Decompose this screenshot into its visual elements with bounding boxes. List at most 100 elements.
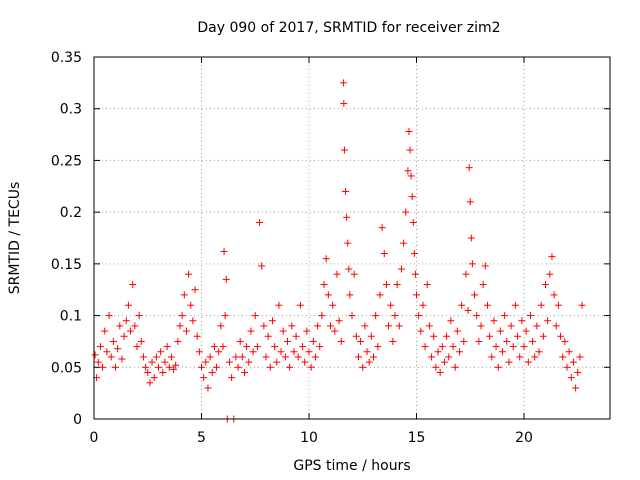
data-point xyxy=(124,301,132,309)
data-point xyxy=(559,353,567,361)
x-tick-label: 15 xyxy=(408,430,426,446)
data-point xyxy=(415,312,423,320)
data-point xyxy=(397,265,405,273)
data-point xyxy=(565,348,573,356)
data-point xyxy=(193,332,201,340)
data-point xyxy=(501,312,509,320)
data-point xyxy=(374,343,382,351)
y-tick-label: 0 xyxy=(73,412,82,428)
data-point xyxy=(505,358,513,366)
data-point xyxy=(251,312,259,320)
data-point xyxy=(127,327,135,335)
data-point xyxy=(232,353,240,361)
data-point xyxy=(346,291,354,299)
data-point xyxy=(273,358,281,366)
data-point xyxy=(544,317,552,325)
data-point xyxy=(122,317,130,325)
data-point xyxy=(234,363,242,371)
data-point xyxy=(486,332,494,340)
data-point xyxy=(107,353,115,361)
data-point xyxy=(157,348,165,356)
data-point xyxy=(488,353,496,361)
data-point xyxy=(378,224,386,232)
data-point xyxy=(421,343,429,351)
data-point xyxy=(395,322,403,330)
data-point xyxy=(464,306,472,314)
data-point xyxy=(182,327,190,335)
data-point xyxy=(91,351,99,359)
data-point xyxy=(546,270,554,278)
data-point xyxy=(511,301,519,309)
data-point xyxy=(256,218,264,226)
data-point xyxy=(195,348,203,356)
data-point xyxy=(185,270,193,278)
data-point xyxy=(400,239,408,247)
x-tick-label: 20 xyxy=(515,430,533,446)
x-tick-label: 0 xyxy=(90,430,99,446)
data-point xyxy=(109,337,117,345)
data-point xyxy=(465,164,473,172)
x-tick-label: 10 xyxy=(300,430,318,446)
data-point xyxy=(118,355,126,363)
data-point xyxy=(301,358,309,366)
data-point xyxy=(155,363,162,371)
data-point xyxy=(359,363,367,371)
data-point xyxy=(419,301,427,309)
data-point xyxy=(178,312,186,320)
data-points xyxy=(91,79,586,423)
data-point xyxy=(222,275,230,283)
data-point xyxy=(563,363,571,371)
data-point xyxy=(320,281,328,289)
chart-title: Day 090 of 2017, SRMTID for receiver zim… xyxy=(197,20,500,36)
data-point xyxy=(576,353,584,361)
data-point xyxy=(526,312,534,320)
data-point xyxy=(387,301,395,309)
data-point xyxy=(135,312,143,320)
data-point xyxy=(324,291,332,299)
data-point xyxy=(409,218,417,226)
data-point xyxy=(191,286,199,294)
data-point xyxy=(99,363,107,371)
data-point xyxy=(142,363,150,371)
data-point xyxy=(462,270,470,278)
data-point xyxy=(548,253,556,261)
data-point xyxy=(428,353,436,361)
data-point xyxy=(477,322,485,330)
data-point xyxy=(417,327,425,335)
data-point xyxy=(340,146,348,154)
y-tick-label: 0.05 xyxy=(51,360,82,376)
data-point xyxy=(307,363,315,371)
data-point xyxy=(329,301,337,309)
data-point xyxy=(410,250,418,258)
data-point xyxy=(542,281,549,289)
data-point xyxy=(531,353,539,361)
grid xyxy=(94,57,610,419)
data-point xyxy=(363,348,371,356)
data-point xyxy=(260,322,268,330)
data-point xyxy=(343,213,351,221)
data-point xyxy=(572,384,580,392)
data-point xyxy=(286,363,294,371)
data-point xyxy=(391,312,399,320)
y-tick-label: 0.2 xyxy=(60,205,82,221)
data-point xyxy=(453,327,461,335)
data-point xyxy=(159,368,167,376)
data-point xyxy=(406,146,414,154)
data-point xyxy=(96,343,104,351)
data-point xyxy=(238,353,246,361)
data-point xyxy=(350,270,358,278)
data-point xyxy=(311,353,319,361)
data-point xyxy=(365,358,373,366)
data-point xyxy=(180,291,188,299)
data-point xyxy=(275,301,283,309)
data-point xyxy=(494,363,502,371)
data-point xyxy=(204,384,212,392)
data-point xyxy=(402,208,410,216)
data-point xyxy=(380,250,388,258)
data-point xyxy=(481,262,489,270)
y-axis-title: SRMTID / TECUs xyxy=(7,182,23,295)
data-point xyxy=(112,363,119,371)
data-point xyxy=(161,358,169,366)
x-axis-title: GPS time / hours xyxy=(293,458,410,474)
